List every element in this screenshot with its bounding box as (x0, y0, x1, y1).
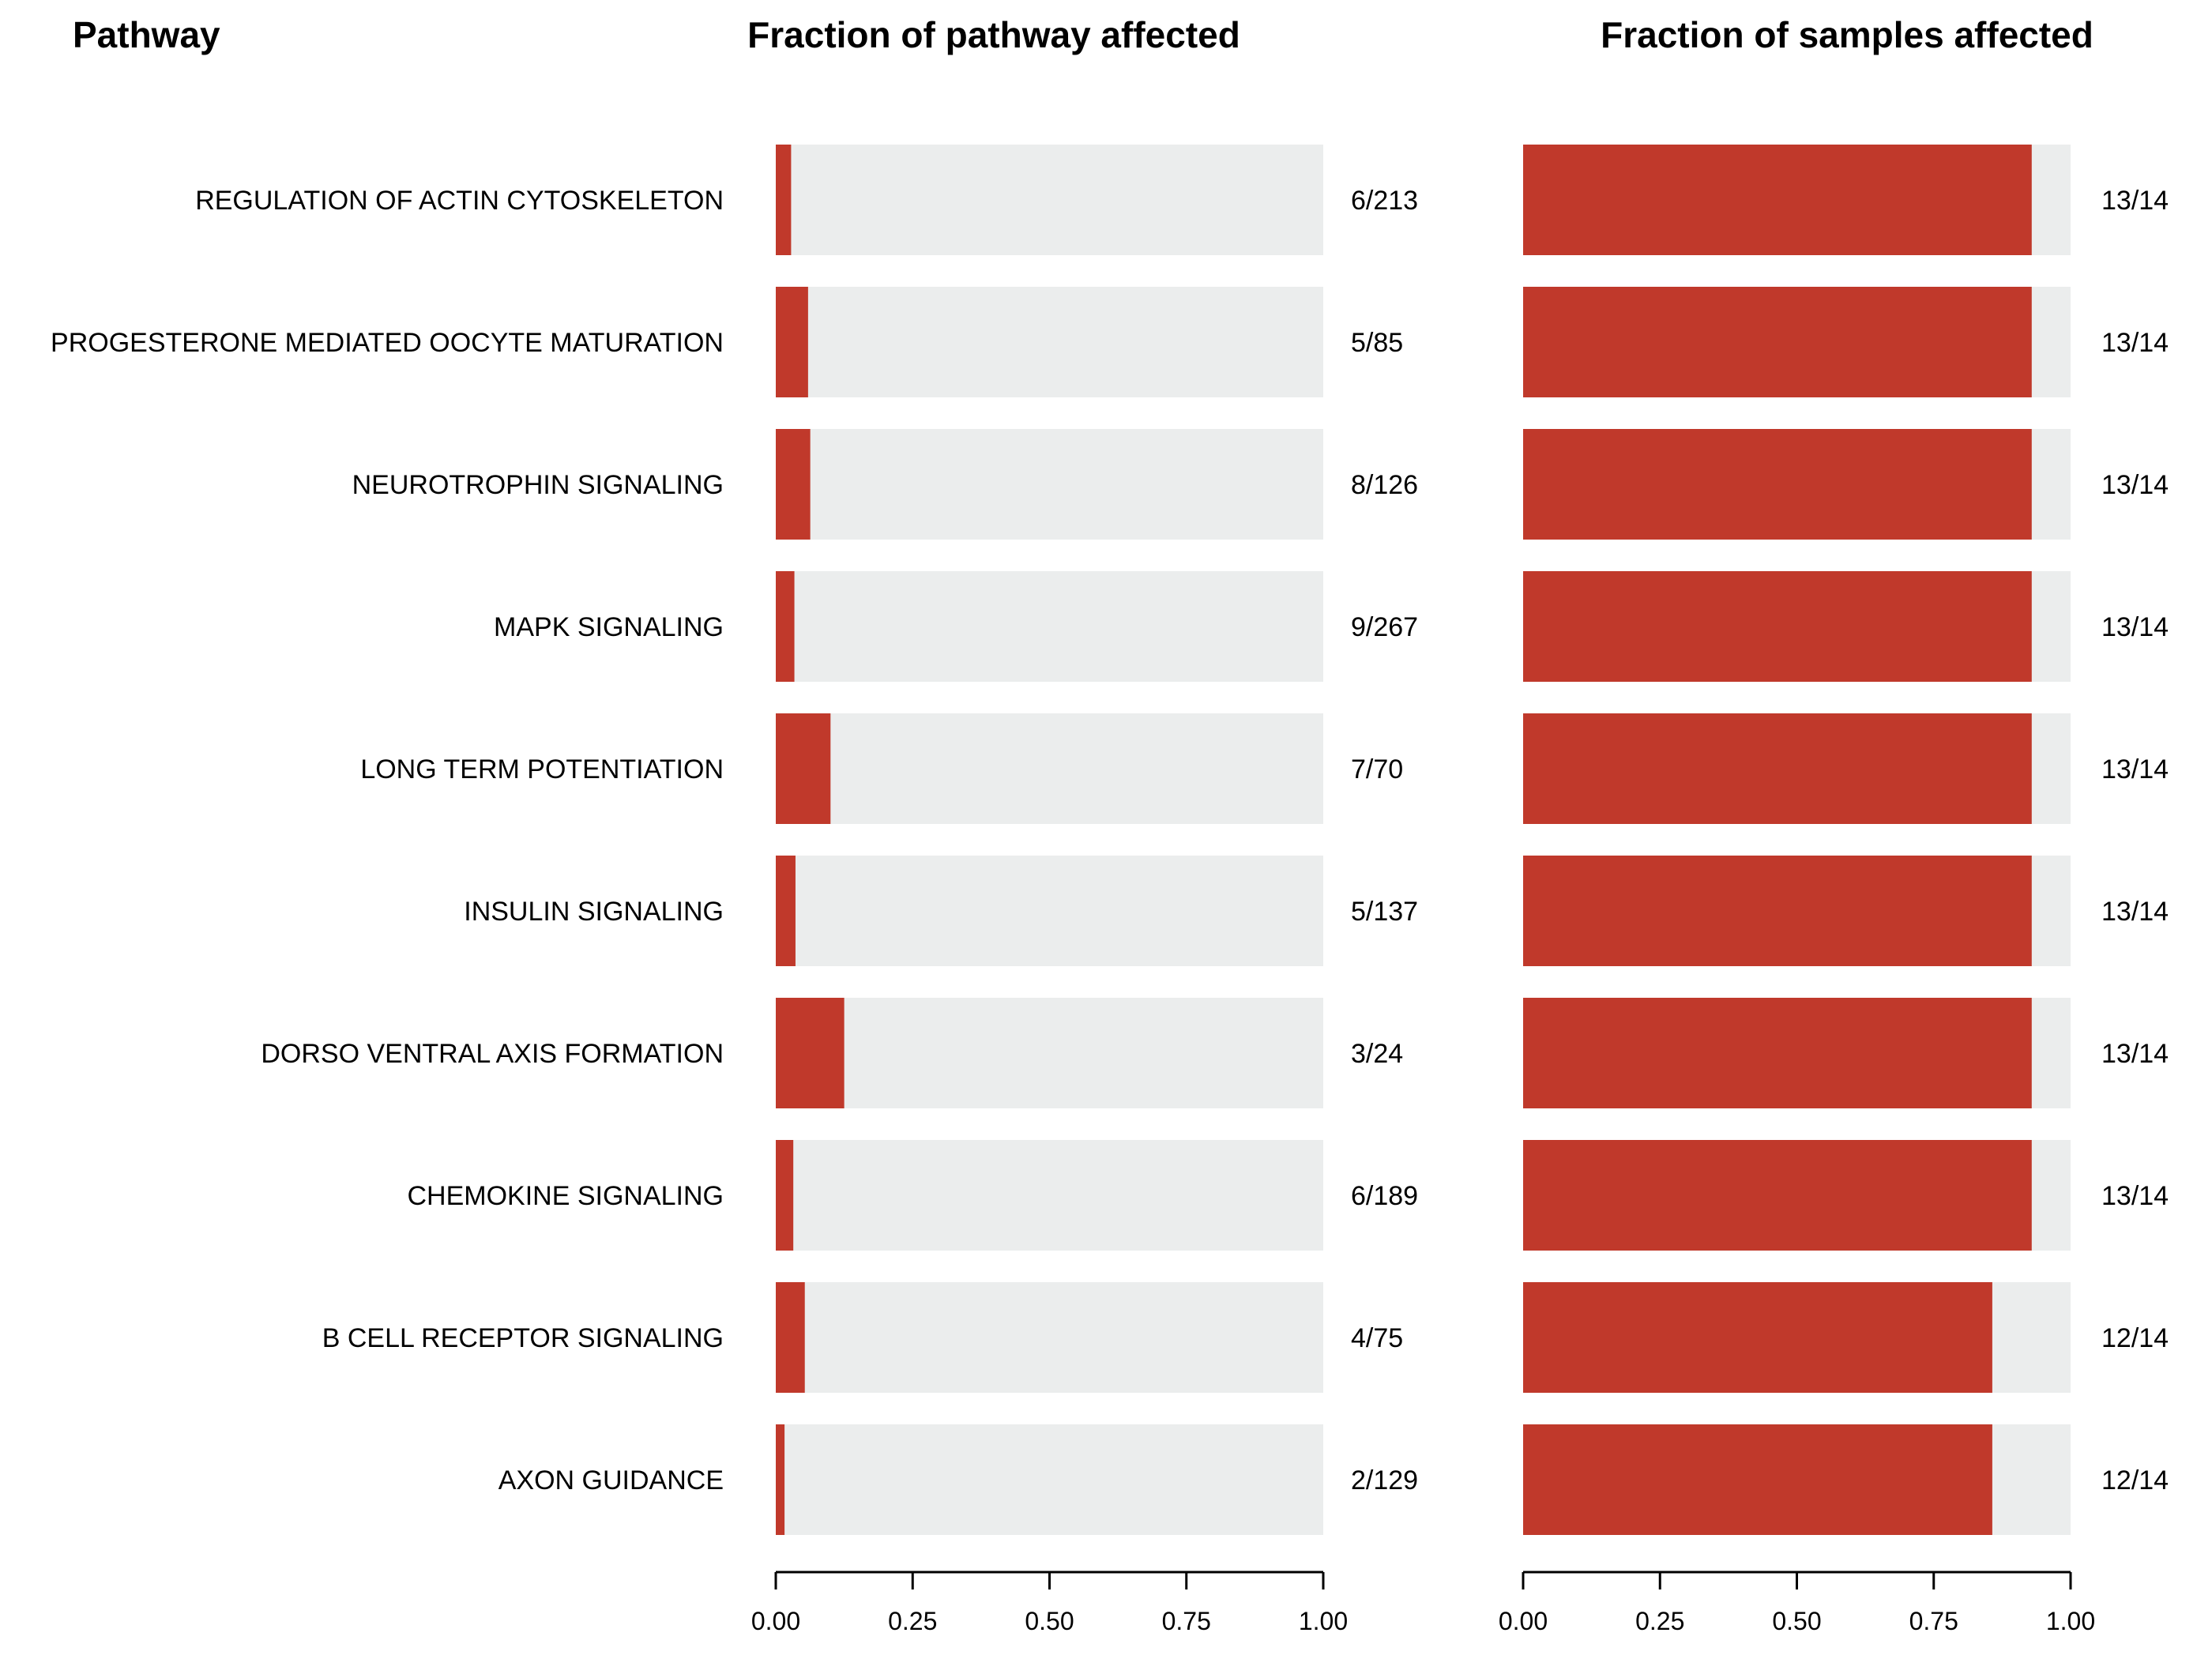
value-bar (1523, 856, 2032, 966)
pathway-label: CHEMOKINE SIGNALING (407, 1181, 724, 1211)
value-bar (776, 713, 831, 824)
left-panel-title: Fraction of pathway affected (747, 14, 1240, 55)
count-label: 12/14 (2101, 1465, 2169, 1495)
count-label: 2/129 (1351, 1465, 1418, 1495)
count-label: 12/14 (2101, 1323, 2169, 1353)
count-label: 8/126 (1351, 470, 1418, 500)
pathway-label: MAPK SIGNALING (494, 612, 724, 642)
x-tick-label: 0.00 (751, 1607, 800, 1635)
x-tick-label: 0.75 (1162, 1607, 1211, 1635)
value-bar (1523, 1140, 2032, 1251)
count-label: 5/137 (1351, 897, 1418, 927)
value-bar (1523, 145, 2032, 255)
count-label: 4/75 (1351, 1323, 1403, 1353)
value-bar (776, 1424, 785, 1535)
right-panel-title: Fraction of samples affected (1601, 14, 2094, 55)
background-bar (776, 287, 1323, 397)
x-tick-label: 0.25 (1635, 1607, 1684, 1635)
value-bar (776, 1282, 805, 1393)
value-bar (1523, 1424, 1992, 1535)
count-label: 13/14 (2101, 754, 2169, 784)
pathway-fraction-panel: 6/213 5/85 8/126 9/267 7/70 5/137 3/24 6/189 4/7… (751, 145, 1418, 1635)
count-label: 13/14 (2101, 186, 2169, 216)
background-bar (776, 998, 1323, 1108)
value-bar (776, 856, 796, 966)
pathway-label: PROGESTERONE MEDIATED OOCYTE MATURATION (51, 328, 724, 358)
value-bar (1523, 998, 2032, 1108)
pathway-label: LONG TERM POTENTIATION (360, 754, 724, 784)
count-label: 6/189 (1351, 1181, 1418, 1211)
x-tick-label: 0.50 (1025, 1607, 1074, 1635)
background-bar (776, 856, 1323, 966)
sample-fraction-panel: 13/14 13/14 13/14 13/14 13/14 13/14 13/14 13/14… (1499, 145, 2169, 1635)
pathway-label: REGULATION OF ACTIN CYTOSKELETON (195, 186, 724, 216)
count-label: 13/14 (2101, 1039, 2169, 1069)
value-bar (1523, 1282, 1992, 1393)
background-bar (776, 713, 1323, 824)
count-label: 7/70 (1351, 754, 1403, 784)
pathway-label: NEUROTROPHIN SIGNALING (352, 470, 724, 500)
pathway-label: INSULIN SIGNALING (464, 897, 724, 927)
pathway-label: DORSO VENTRAL AXIS FORMATION (261, 1039, 724, 1069)
x-tick-label: 1.00 (1299, 1607, 1348, 1635)
background-bar (776, 145, 1323, 255)
x-tick-label: 0.00 (1499, 1607, 1548, 1635)
count-label: 5/85 (1351, 328, 1403, 358)
count-label: 13/14 (2101, 612, 2169, 642)
background-bar (776, 1282, 1323, 1393)
x-tick-label: 0.50 (1772, 1607, 1821, 1635)
background-bar (776, 1424, 1323, 1535)
background-bar (776, 571, 1323, 682)
count-label: 13/14 (2101, 470, 2169, 500)
x-tick-label: 1.00 (2046, 1607, 2095, 1635)
pathway-labels: REGULATION OF ACTIN CYTOSKELETON PROGESTE… (51, 186, 724, 1495)
value-bar (1523, 287, 2032, 397)
value-bar (1523, 713, 2032, 824)
pathway-label: B CELL RECEPTOR SIGNALING (322, 1323, 724, 1353)
value-bar (1523, 571, 2032, 682)
background-bar (776, 1140, 1323, 1251)
count-label: 3/24 (1351, 1039, 1403, 1069)
count-label: 13/14 (2101, 897, 2169, 927)
value-bar (776, 145, 792, 255)
value-bar (776, 1140, 794, 1251)
pathway-label: AXON GUIDANCE (498, 1465, 724, 1495)
count-label: 13/14 (2101, 328, 2169, 358)
x-tick-label: 0.25 (888, 1607, 937, 1635)
background-bar (776, 429, 1323, 540)
count-label: 9/267 (1351, 612, 1418, 642)
count-label: 13/14 (2101, 1181, 2169, 1211)
x-tick-label: 0.75 (1909, 1607, 1958, 1635)
pathway-header: Pathway (73, 14, 220, 55)
value-bar (776, 571, 795, 682)
value-bar (776, 287, 808, 397)
value-bar (1523, 429, 2032, 540)
count-label: 6/213 (1351, 186, 1418, 216)
value-bar (776, 429, 811, 540)
value-bar (776, 998, 845, 1108)
